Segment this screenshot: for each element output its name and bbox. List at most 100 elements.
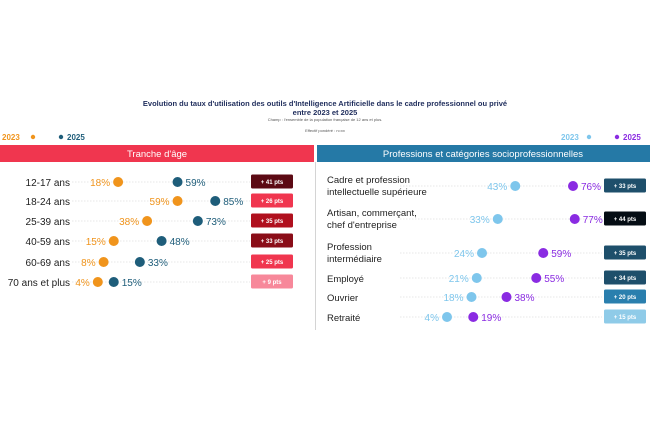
legend-left-2025-label: 2025	[67, 133, 85, 142]
csp-diff-label: + 15 pts	[614, 315, 637, 321]
csp-diff-badge	[604, 211, 646, 226]
age-diff-badge	[251, 233, 293, 248]
age-2025-value: 85%	[223, 197, 243, 208]
csp-category-label: Cadre et profession	[327, 175, 410, 186]
csp-2023-dot	[492, 214, 503, 224]
age-diff-badge	[251, 174, 293, 189]
legend-right-2025-label: 2025	[623, 133, 641, 142]
legend-left-2025-dot	[58, 134, 64, 140]
csp-category-label: Employé	[327, 274, 364, 285]
csp-2025-value: 38%	[515, 293, 535, 304]
csp-2023-value: 33%	[470, 215, 490, 226]
age-2025-dot	[172, 177, 183, 187]
csp-diff-badge	[604, 270, 646, 285]
csp-2025-value: 59%	[551, 249, 571, 260]
csp-2025-value: 19%	[481, 313, 501, 324]
csp-diff-badge	[604, 178, 646, 193]
age-2025-value: 59%	[186, 178, 206, 189]
legend-right-2025-dot	[614, 134, 620, 140]
age-diff-label: + 25 pts	[261, 260, 284, 266]
age-diff-label: + 33 pts	[261, 239, 284, 245]
csp-2025-value: 77%	[583, 215, 603, 226]
panel-left-title: Tranche d'âge	[127, 149, 187, 160]
csp-diff-label: + 35 pts	[614, 251, 637, 257]
age-2025-dot	[108, 277, 119, 287]
legend-right-2023-label: 2023	[561, 133, 579, 142]
age-2025-value: 73%	[206, 217, 226, 228]
csp-category-label: intermédiaire	[327, 254, 382, 265]
age-2025-dot	[210, 196, 221, 206]
csp-2023-dot	[442, 312, 452, 322]
age-diff-badge	[251, 254, 293, 269]
csp-2025-dot	[501, 292, 512, 302]
csp-2023-value: 18%	[443, 293, 463, 304]
age-2023-dot	[108, 236, 119, 246]
csp-category-label: chef d'entreprise	[327, 220, 397, 231]
age-category-label: 70 ans et plus	[8, 278, 70, 289]
age-diff-badge	[251, 193, 293, 208]
csp-diff-badge	[604, 309, 646, 324]
panel-right-title: Professions et catégories socioprofessio…	[383, 149, 583, 160]
csp-2023-value: 24%	[454, 249, 474, 260]
csp-diff-badge	[604, 289, 646, 304]
chart-subtitle: Champ : l'ensemble de la population fran…	[267, 117, 383, 122]
age-2025-dot	[134, 257, 145, 267]
age-2025-dot	[156, 236, 167, 246]
age-diff-label: + 26 pts	[261, 199, 284, 205]
csp-2025-value: 76%	[581, 182, 601, 193]
csp-2023-dot	[477, 248, 487, 258]
age-2023-dot	[172, 196, 183, 206]
csp-2025-dot	[468, 312, 479, 322]
age-2025-dot	[192, 216, 203, 226]
csp-diff-label: + 34 pts	[614, 276, 637, 282]
age-2023-value: 59%	[150, 197, 170, 208]
csp-2023-value: 43%	[487, 182, 507, 193]
age-2023-value: 8%	[81, 258, 96, 269]
legend-left-2023-dot	[30, 134, 36, 140]
age-2023-dot	[92, 277, 103, 287]
age-2025-value: 48%	[170, 237, 190, 248]
csp-2023-dot	[471, 273, 482, 283]
csp-2023-value: 21%	[449, 274, 469, 285]
age-2023-dot	[98, 257, 109, 267]
age-diff-label: + 41 pts	[261, 180, 284, 186]
legend-left-2023-label: 2023	[2, 133, 20, 142]
panel-left-header	[0, 145, 314, 162]
age-diff-label: + 9 pts	[262, 280, 282, 286]
chart-title: Evolution du taux d'utilisation des outi…	[0, 99, 650, 117]
csp-diff-label: + 33 pts	[614, 184, 637, 190]
csp-category-label: intellectuelle supérieure	[327, 187, 427, 198]
csp-category-label: Profession	[327, 242, 372, 253]
age-category-label: 12-17 ans	[26, 178, 70, 189]
csp-2025-dot	[569, 214, 580, 224]
csp-2025-value: 55%	[544, 274, 564, 285]
age-diff-label: + 35 pts	[261, 219, 284, 225]
age-2023-value: 18%	[90, 178, 110, 189]
age-category-label: 18-24 ans	[26, 197, 70, 208]
age-category-label: 60-69 ans	[26, 258, 70, 269]
csp-2025-dot	[531, 273, 542, 283]
age-category-label: 40-59 ans	[26, 237, 70, 248]
csp-2023-dot	[466, 292, 477, 302]
age-2023-value: 38%	[119, 217, 139, 228]
age-2023-value: 15%	[86, 237, 106, 248]
age-2025-value: 15%	[122, 278, 142, 289]
csp-2023-dot	[510, 181, 521, 191]
csp-2023-value: 4%	[425, 313, 440, 324]
csp-diff-label: + 20 pts	[614, 295, 637, 301]
age-2023-value: 4%	[75, 278, 90, 289]
age-category-label: 25-39 ans	[26, 217, 70, 228]
chart-title-line1: Evolution du taux d'utilisation des outi…	[142, 99, 508, 108]
csp-category-label: Retraité	[327, 313, 360, 324]
chart-note: Effectif pondéré : n=xx	[305, 128, 345, 133]
csp-category-label: Artisan, commerçant,	[327, 208, 417, 219]
age-2025-value: 33%	[148, 258, 168, 269]
age-2023-dot	[113, 177, 124, 187]
csp-2025-dot	[568, 181, 578, 191]
age-diff-badge	[251, 213, 293, 228]
csp-diff-label: + 44 pts	[614, 217, 637, 223]
csp-category-label: Ouvrier	[327, 293, 358, 304]
csp-2025-dot	[538, 248, 549, 258]
age-diff-badge	[251, 274, 293, 289]
